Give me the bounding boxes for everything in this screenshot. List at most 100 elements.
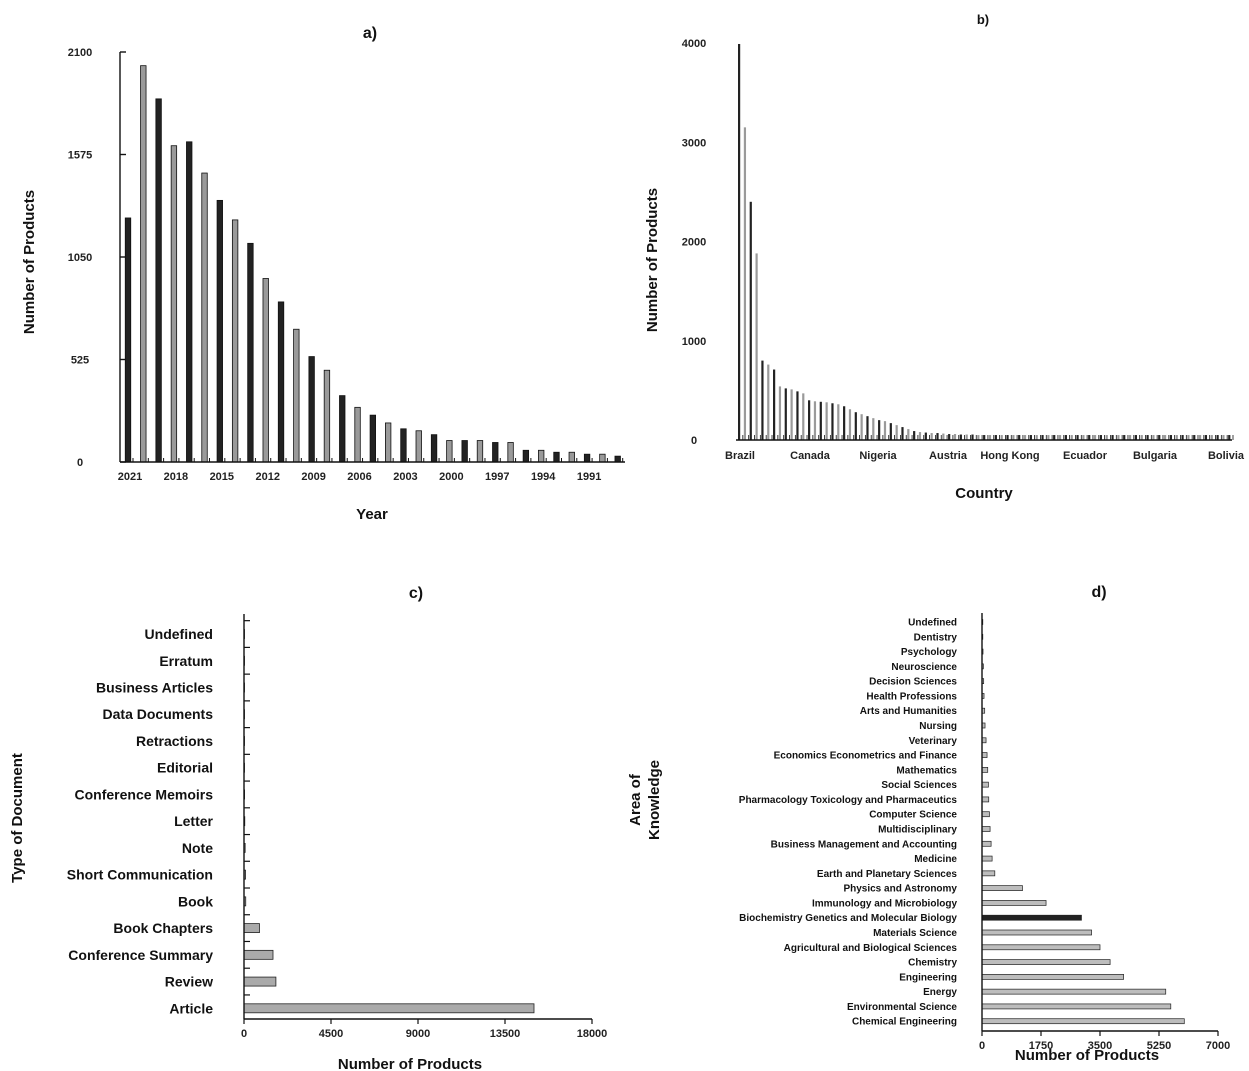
panel-b-bar	[1047, 435, 1050, 440]
panel-d-area-chart: d) Area of Knowledge Number of Products U…	[627, 584, 1230, 1064]
panel-d-category-label: Engineering	[899, 972, 957, 983]
panel-d-category-label: Undefined	[908, 618, 957, 629]
panel-d-category-label: Biochemistry Genetics and Molecular Biol…	[739, 913, 957, 924]
panel-b-ytick-label: 4000	[682, 38, 706, 50]
panel-a-xtick-label: 1994	[531, 471, 556, 483]
panel-a-bar	[476, 440, 484, 463]
panel-b-bar	[1187, 435, 1190, 440]
panel-a-bar	[323, 369, 331, 463]
panel-b-bar	[1228, 435, 1231, 440]
panel-a-ytick-label: 1575	[68, 150, 92, 162]
panel-b-xtick-label: Bolivia	[1208, 450, 1245, 462]
panel-b-bar	[901, 427, 904, 440]
panel-d-bar	[981, 944, 1101, 951]
panel-c-category-label: Short Communication	[67, 867, 213, 883]
panel-b-xtick-label: Hong Kong	[980, 450, 1039, 462]
panel-b-bar	[1134, 435, 1137, 440]
panel-b-xtick-label: Ecuador	[1063, 450, 1108, 462]
panel-a-xtick-label: 2006	[347, 471, 371, 483]
panel-d-category-label: Earth and Planetary Sciences	[817, 869, 958, 880]
panel-b-country-chart: b) Number of Products Country 4000 3000 20…	[644, 12, 1245, 502]
panel-d-bar	[981, 988, 1167, 995]
panel-b-bar	[755, 253, 758, 440]
panel-b-bar	[1023, 435, 1027, 440]
panel-b-bar	[983, 435, 986, 440]
panel-d-category-label: Agricultural and Biological Sciences	[784, 943, 958, 954]
panel-c-bar	[243, 923, 260, 934]
panel-a-bar	[231, 219, 239, 463]
panel-d-bar	[981, 840, 992, 847]
panel-d-bar	[981, 959, 1111, 965]
panel-a-bar	[507, 442, 514, 463]
panel-a-xtick-label: 2003	[393, 471, 417, 483]
panel-b-bar	[1076, 435, 1079, 440]
panel-b-bar	[1204, 435, 1208, 440]
panel-b-xtick-label: Bulgaria	[1133, 450, 1178, 462]
panel-d-category-label: Dentistry	[914, 632, 958, 643]
panel-b-bar	[854, 412, 857, 440]
panel-a-bar	[568, 451, 575, 463]
panel-a-bar	[553, 451, 560, 463]
panel-a-bar	[461, 440, 468, 463]
panel-d-bar	[981, 796, 990, 803]
panel-c-category-label: Note	[182, 840, 213, 856]
panel-b-bar	[1175, 435, 1178, 440]
panel-a-bar	[354, 406, 361, 463]
panel-b-bar	[959, 434, 962, 440]
panel-b-bar	[1216, 435, 1219, 440]
panel-d-bar	[981, 855, 993, 862]
panel-d-xtick-label: 1750	[1029, 1040, 1053, 1052]
panel-b-bar	[1198, 435, 1202, 440]
panel-b-bar	[843, 406, 846, 440]
panel-d-category-label: Computer Science	[869, 810, 957, 821]
panel-b-bar	[948, 434, 951, 440]
panel-a-year-chart: a) Number of Products Year 2100 1575 1050 5…	[21, 25, 625, 523]
panel-b-bar	[1070, 435, 1073, 440]
panel-b-bar	[1128, 435, 1132, 440]
panel-b-ytick-label: 1000	[682, 336, 706, 348]
panel-a-xtick-label: 2009	[301, 471, 325, 483]
panel-a-bar	[216, 199, 223, 463]
panel-b-bar	[1123, 435, 1126, 440]
panel-b-title: b)	[977, 12, 989, 27]
panel-a-bar	[247, 242, 254, 463]
panel-b-bar	[837, 404, 840, 440]
panel-d-xlabel: Number of Products	[1015, 1047, 1159, 1064]
panel-a-bar	[339, 395, 346, 463]
panel-b-bar	[953, 434, 957, 440]
panel-c-category-label: Erratum	[159, 653, 213, 669]
panel-b-bar	[965, 434, 968, 440]
panel-d-category-label: Physics and Astronomy	[843, 884, 957, 895]
panel-d-bar	[981, 914, 1082, 921]
panel-b-bar	[819, 401, 822, 440]
panel-c-bar	[243, 976, 277, 987]
panel-c-category-label: Editorial	[157, 760, 213, 776]
panel-b-bar	[1222, 435, 1225, 440]
panel-a-bar	[170, 145, 178, 463]
panel-d-category-label: Environmental Science	[847, 1002, 957, 1013]
panel-a-bar	[430, 434, 438, 463]
panel-b-bar	[872, 418, 875, 440]
panel-a-bar	[446, 440, 453, 463]
panel-d-bar	[981, 900, 1047, 906]
panel-d-bar	[981, 885, 1023, 891]
panel-d-bar	[981, 752, 988, 758]
panel-c-bar	[243, 949, 274, 960]
panel-a-bar	[140, 65, 147, 463]
panel-a-ytick-label: 0	[77, 457, 83, 469]
panel-b-bar	[784, 388, 787, 440]
panel-b-bar	[825, 402, 828, 440]
panel-c-category-label: Undefined	[145, 626, 213, 642]
panel-d-bar	[981, 781, 989, 788]
panel-c-category-label: Business Articles	[96, 680, 213, 696]
panel-a-bar	[400, 428, 407, 463]
panel-b-bar	[977, 435, 980, 440]
panel-b-bar	[878, 420, 881, 440]
panel-b-bar	[1210, 435, 1213, 440]
panel-b-bar	[1099, 435, 1102, 440]
panel-b-bar	[895, 425, 898, 440]
panel-c-category-label: Conference Memoirs	[75, 786, 214, 802]
panel-b-bar	[913, 431, 916, 440]
panel-b-bar	[1152, 435, 1155, 440]
